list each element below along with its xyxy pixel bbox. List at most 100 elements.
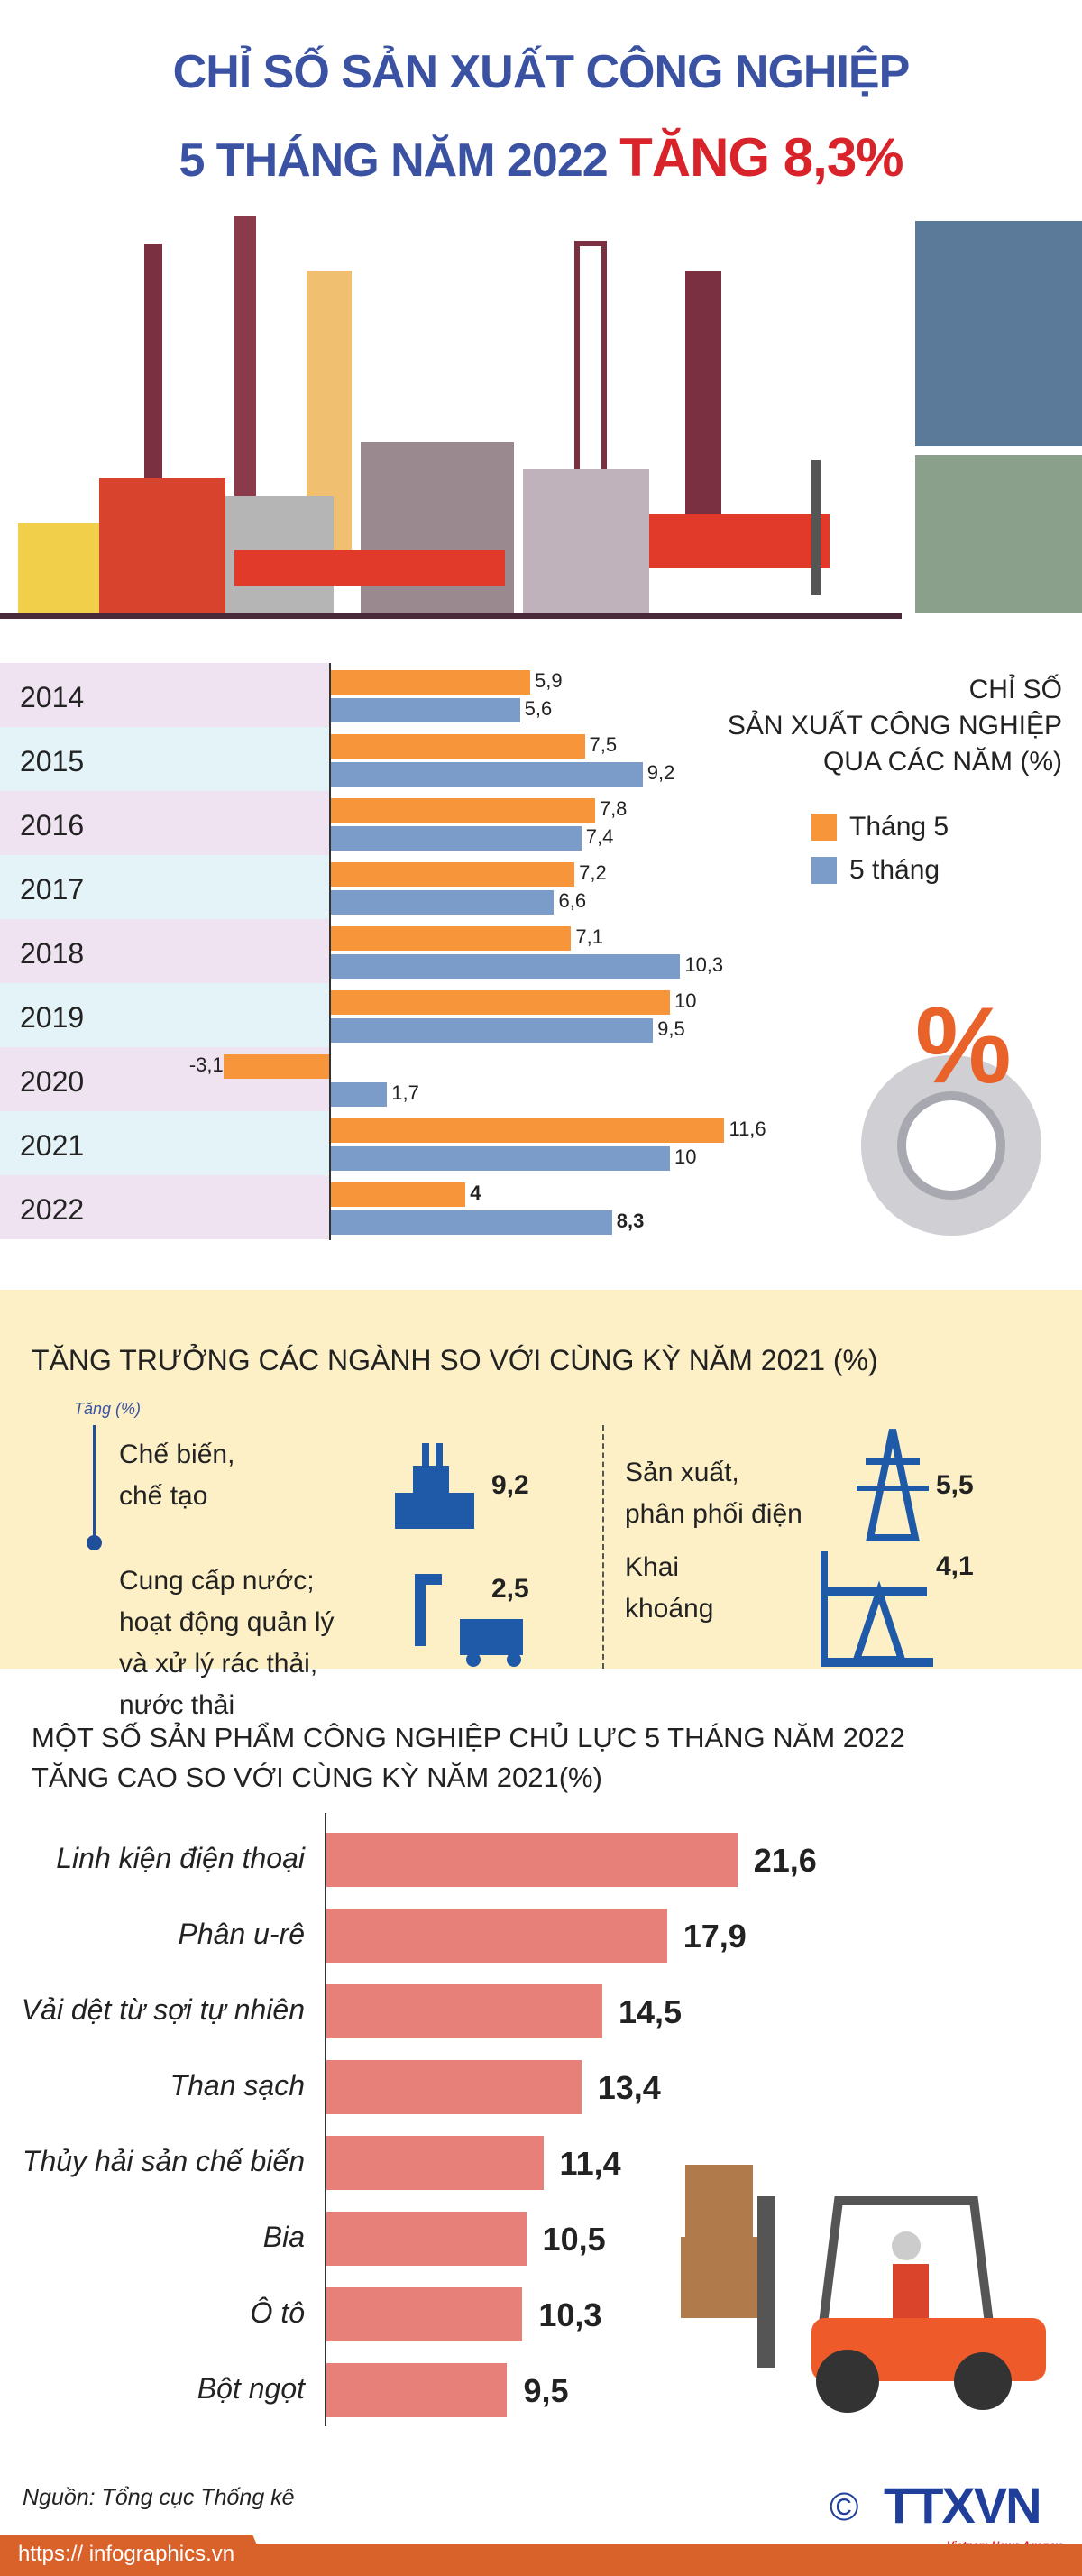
product-bar [326,2363,508,2417]
factory-icon [395,1443,474,1529]
year-label: 2022 [20,1193,85,1226]
label-line: khoáng [625,1594,714,1624]
bar-5thang [329,1210,612,1235]
product-value: 11,4 [559,2145,621,2182]
bar-thang5 [329,990,670,1015]
bar-value-label: 7,1 [575,925,603,948]
legend-item-5thang: 5 tháng [812,855,949,886]
bar-thang5 [223,1054,329,1079]
bar-value-label: 7,8 [599,797,628,820]
product-bar [326,1984,602,2038]
label-line: chế tạo [119,1481,208,1511]
bar-value-label: 10 [674,1145,697,1168]
bar-thang5 [329,1182,466,1207]
product-bar [326,1833,738,1887]
product-bar [326,1909,667,1963]
product-label: Bia [262,2221,305,2253]
label-line: Cung cấp nước; [119,1566,315,1596]
title-line: MỘT SỐ SẢN PHẨM CÔNG NGHIỆP CHỦ LỰC 5 TH… [32,1722,905,1753]
year-band [0,727,329,791]
bar-thang5 [329,670,531,695]
product-bar [326,2060,582,2114]
product-value: 13,4 [597,2069,661,2106]
year-band [0,1111,329,1175]
divider [602,1425,604,1669]
up-arrow-icon [93,1425,96,1542]
bar-value-label: 6,6 [558,889,587,912]
bar-5thang [329,826,582,851]
bar-value-label: 8,3 [616,1210,645,1232]
chart1-title-line: SẢN XUẤT CÔNG NGHIỆP [727,711,1062,741]
year-label: 2014 [20,681,85,713]
title-line: TĂNG CAO SO VỚI CÙNG KỲ NĂM 2021(%) [32,1762,602,1793]
year-label: 2017 [20,873,85,906]
label-line: Sản xuất, [625,1458,739,1487]
power-tower-icon [857,1429,929,1541]
sector-growth-section: TĂNG TRƯỞNG CÁC NGÀNH SO VỚI CÙNG KỲ NĂM… [0,1290,1082,1720]
chart1-title: CHỈ SỐ SẢN XUẤT CÔNG NGHIỆP QUA CÁC NĂM … [728,672,1062,780]
product-label: Phân u-rê [178,1918,305,1950]
bar-5thang [329,890,555,915]
products-chart: Linh kiện điện thoại 21,6 Phân u-rê 17,9 Vải… [0,1813,1082,2435]
industrial-plant-illustration [0,216,1082,619]
bar-value-label: -3,1 [188,1053,224,1076]
bar-value-label: 5,6 [524,697,553,720]
source-note: Nguồn: Tổng cục Thống kê [23,2485,295,2510]
year-label: 2016 [20,809,85,842]
ttxvn-logo: TTXVN [884,2477,1042,2534]
bar-value-label: 1,7 [391,1081,419,1104]
label-line: hoạt động quản lý [119,1607,335,1637]
bar-5thang [329,762,643,787]
year-band [0,1175,329,1239]
label-line: nước thải [119,1690,235,1720]
legend-swatch [812,857,837,884]
bar-thang5 [329,734,585,759]
footer-tab [0,2535,270,2576]
water-tap-truck-icon [415,1574,523,1667]
bar-5thang [329,1082,388,1107]
product-value: 10,5 [542,2221,606,2258]
label-line: Chế biến, [119,1440,235,1469]
product-bar [326,2212,527,2266]
page-subtitle: 5 THÁNG NĂM 2022 TĂNG 8,3% [0,126,1082,189]
sector-label-water: Cung cấp nước; hoạt động quản lý và xử lý … [119,1560,335,1726]
gear-percent-icon: % [861,985,1041,1236]
label-line: Khai [625,1552,680,1582]
bar-thang5 [329,1118,725,1143]
page-title: CHỈ SỐ SẢN XUẤT CÔNG NGHIỆP [172,46,911,98]
copyright-icon: © [830,2485,859,2529]
year-label: 2019 [20,1001,85,1034]
subtitle-prefix: 5 THÁNG NĂM 2022 [179,134,608,187]
year-label: 2015 [20,745,85,777]
product-value: 21,6 [753,1842,817,1879]
bar-value-label: 10,3 [684,953,724,976]
bar-5thang [329,954,681,979]
product-value: 17,9 [683,1918,747,1955]
subtitle-highlight: TĂNG 8,3% [619,127,903,188]
sector-value: 2,5 [491,1574,529,1604]
chart1-legend: Tháng 5 5 tháng [812,812,949,886]
product-value: 9,5 [523,2372,569,2409]
legend-label: 5 tháng [849,855,940,885]
source-url-link[interactable]: https:// infographics.vn [18,2542,235,2566]
label-line: và xử lý rác thải, [119,1649,318,1679]
bar-value-label: 7,2 [579,861,607,884]
sector-label-electricity: Sản xuất, phân phối điện [625,1452,802,1535]
product-value: 10,3 [538,2296,602,2333]
product-label: Linh kiện điện thoại [56,1842,305,1874]
product-label: Thủy hải sản chế biến [22,2145,305,2177]
oil-pump-icon [821,1551,933,1667]
product-value: 14,5 [618,1993,683,2030]
bar-5thang [329,1018,654,1043]
bar-value-label: 11,6 [729,1118,766,1140]
label-line: phân phối điện [625,1499,802,1529]
bar-5thang [329,698,520,722]
svg-text:%: % [915,985,1012,1106]
sector-label-manufacturing: Chế biến, chế tạo [119,1434,234,1517]
year-label: 2021 [20,1129,85,1162]
products-chart-title: MỘT SỐ SẢN PHẨM CÔNG NGHIỆP CHỦ LỰC 5 TH… [32,1718,905,1798]
year-band [0,983,329,1047]
bar-value-label: 5,9 [535,669,563,692]
product-bar [326,2287,523,2341]
bar-thang5 [329,926,572,951]
